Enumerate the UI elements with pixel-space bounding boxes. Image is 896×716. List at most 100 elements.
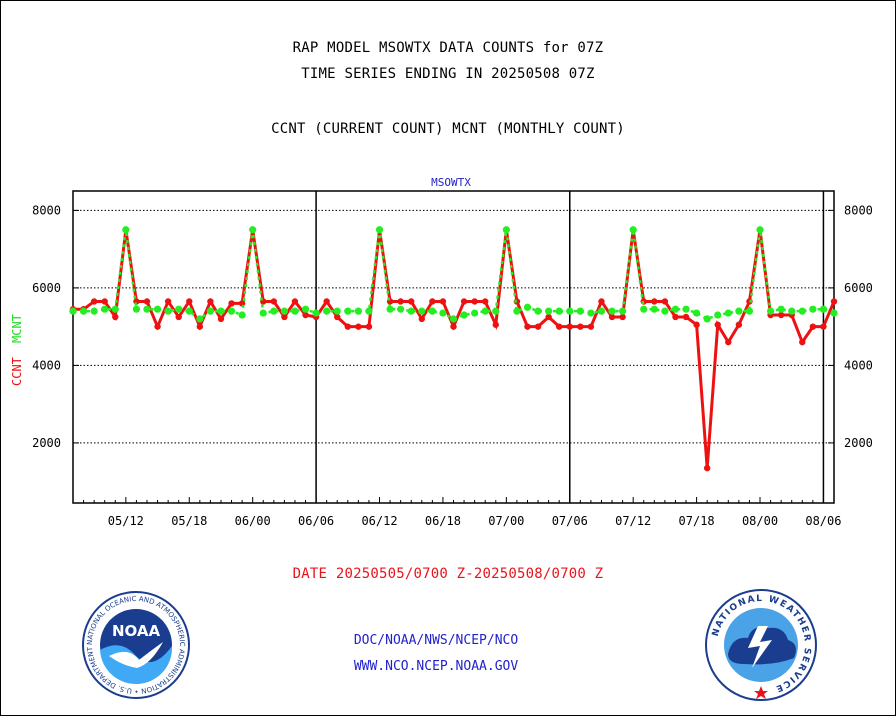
mcnt-point xyxy=(756,226,764,234)
ccnt-point xyxy=(777,311,785,319)
mcnt-point xyxy=(407,307,415,315)
mcnt-point xyxy=(428,307,436,315)
ccnt-point xyxy=(714,321,721,328)
mcnt-point xyxy=(386,305,394,313)
y-tick-label-right: 8000 xyxy=(844,203,873,217)
mcnt-point xyxy=(819,305,828,313)
mcnt-point xyxy=(692,309,701,317)
mcnt-point xyxy=(809,305,817,313)
mcnt-point xyxy=(312,309,320,317)
x-tick-label: 05/12 xyxy=(108,514,144,528)
ccnt-point xyxy=(196,323,204,330)
ccnt-point xyxy=(492,321,499,328)
mcnt-point xyxy=(238,311,246,319)
mcnt-point xyxy=(724,309,732,317)
mcnt-point xyxy=(619,307,627,315)
y-tick-label-left: 6000 xyxy=(32,281,61,295)
mcnt-point xyxy=(661,307,669,315)
ccnt-point xyxy=(344,323,352,330)
ccnt-point xyxy=(101,298,108,305)
ccnt-point xyxy=(534,323,542,330)
ccnt-point xyxy=(471,298,478,305)
mcnt-point xyxy=(79,307,88,315)
mcnt-point xyxy=(291,307,299,315)
ccnt-point xyxy=(577,323,584,330)
mcnt-point xyxy=(196,315,204,323)
mcnt-point xyxy=(101,305,109,313)
x-tick-label: 06/00 xyxy=(235,514,271,528)
ccnt-point xyxy=(555,323,563,330)
ccnt-point xyxy=(735,321,743,328)
ccnt-point xyxy=(355,323,362,330)
mcnt-point xyxy=(143,305,151,313)
nco-website-link[interactable]: WWW.NCO.NCEP.NOAA.GOV xyxy=(353,659,519,674)
nco-link[interactable]: DOC/NOAA/NWS/NCEP/NCO xyxy=(353,633,519,648)
mcnt-point xyxy=(206,307,215,315)
mcnt-point xyxy=(798,307,806,315)
ccnt-point xyxy=(281,313,288,321)
x-tick-label: 06/12 xyxy=(361,514,397,528)
y-tick-label-right: 2000 xyxy=(844,436,873,450)
ccnt-point xyxy=(207,298,214,305)
ccnt-point xyxy=(725,338,732,346)
mcnt-point xyxy=(90,307,98,315)
ccnt-point xyxy=(154,323,161,330)
ccnt-point xyxy=(524,323,531,330)
mcnt-point xyxy=(703,315,711,323)
ccnt-point xyxy=(90,298,98,305)
mcnt-point xyxy=(439,309,447,317)
x-tick-label: 07/18 xyxy=(679,514,715,528)
series-line-ccnt xyxy=(73,229,836,469)
ccnt-point xyxy=(651,298,658,305)
x-tick-label: 07/00 xyxy=(488,514,524,528)
mcnt-point xyxy=(576,307,584,315)
date-range: DATE 20250505/0700 Z-20250508/0700 Z xyxy=(292,566,604,582)
ccnt-point xyxy=(619,313,626,321)
mcnt-point xyxy=(344,307,352,315)
ccnt-point xyxy=(365,323,373,330)
ccnt-point xyxy=(608,313,616,321)
ccnt-point xyxy=(143,298,151,305)
mcnt-point xyxy=(534,307,542,315)
x-tick-label: 06/18 xyxy=(425,514,461,528)
ccnt-point xyxy=(693,321,700,328)
mcnt-point xyxy=(69,307,77,315)
mcnt-point xyxy=(397,305,405,313)
mcnt-point xyxy=(735,307,743,315)
ccnt-point xyxy=(334,313,341,321)
mcnt-point xyxy=(227,307,236,315)
mcnt-point xyxy=(766,307,775,315)
mcnt-point xyxy=(640,305,648,313)
mcnt-point xyxy=(481,307,489,315)
mcnt-point xyxy=(545,307,553,315)
mcnt-point xyxy=(249,226,257,234)
ccnt-point xyxy=(820,323,827,330)
mcnt-point xyxy=(714,311,722,319)
plot-frame xyxy=(72,190,835,504)
mcnt-point xyxy=(280,307,288,315)
ccnt-point xyxy=(682,313,690,321)
ccnt-point xyxy=(587,323,595,330)
ccnt-point xyxy=(186,298,193,305)
ccnt-point xyxy=(175,313,182,321)
grid xyxy=(72,191,835,503)
mcnt-point xyxy=(492,307,500,315)
y-tick-label-right: 4000 xyxy=(844,358,873,372)
ccnt-point xyxy=(809,323,817,330)
mcnt-point xyxy=(153,305,162,313)
mcnt-point xyxy=(608,307,616,315)
ccnt-point xyxy=(291,298,299,305)
mcnt-point xyxy=(777,305,785,313)
ccnt-point xyxy=(217,315,225,323)
chart-subtitle: CCNT (CURRENT COUNT) MCNT (MONTHLY COUNT… xyxy=(271,121,625,137)
mcnt-point xyxy=(502,226,510,234)
mcnt-point xyxy=(323,307,331,315)
ccnt-point xyxy=(545,313,552,321)
mcnt-point xyxy=(671,305,680,313)
ccnt-point xyxy=(672,313,679,321)
x-tick-labels: 05/12 05/18 06/00 06/06 06/12 06/18 07/00 07/06… xyxy=(108,514,842,528)
mcnt-point xyxy=(682,305,690,313)
ccnt-point xyxy=(164,298,172,305)
ylabel-mcnt: MCNT xyxy=(10,314,24,343)
